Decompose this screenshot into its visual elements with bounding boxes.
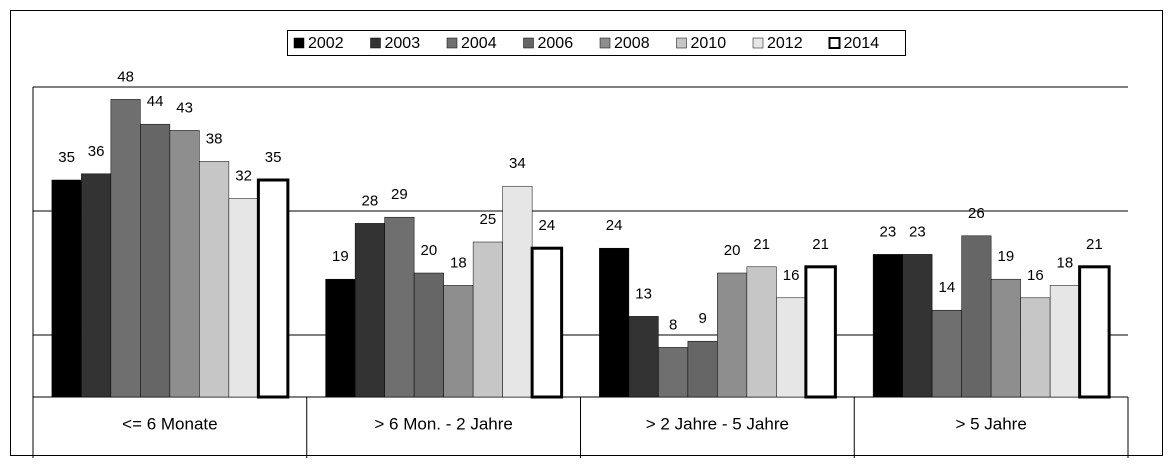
- bar: [256, 178, 290, 399]
- legend-box: [287, 30, 906, 56]
- data-label: 36: [88, 143, 105, 160]
- data-label: 21: [812, 236, 829, 253]
- data-label: 26: [968, 205, 985, 222]
- legend-swatch: [828, 37, 841, 49]
- bar: [502, 185, 533, 398]
- bar: [530, 246, 564, 399]
- data-label: 16: [1027, 267, 1044, 284]
- data-label: 20: [724, 242, 741, 259]
- legend-label: 2003: [385, 35, 421, 52]
- data-label: 44: [147, 93, 164, 110]
- legend-label: 2006: [538, 35, 574, 52]
- data-label: 16: [783, 267, 800, 284]
- data-label: 18: [450, 254, 467, 271]
- bar: [804, 265, 837, 399]
- data-label: 28: [362, 192, 379, 209]
- x-tick-label: > 5 Jahre: [955, 414, 1026, 433]
- data-label: 29: [391, 186, 408, 203]
- data-label: 24: [539, 217, 556, 234]
- legend-label: 2002: [308, 35, 344, 52]
- legend-swatch: [370, 37, 381, 49]
- data-label: 20: [421, 242, 438, 259]
- legend-swatch: [599, 37, 611, 49]
- bar: [1020, 297, 1051, 398]
- data-label: 14: [939, 279, 956, 296]
- data-label: 43: [176, 99, 193, 116]
- bar: [746, 266, 777, 398]
- x-tick-label: > 6 Mon. - 2 Jahre: [374, 414, 512, 433]
- bar: [443, 285, 474, 398]
- legend-label: 2012: [767, 35, 803, 52]
- legend-swatch: [523, 37, 534, 49]
- bar: [1049, 285, 1080, 398]
- data-label: 23: [880, 223, 897, 240]
- bar: [599, 247, 630, 398]
- bar: [658, 347, 689, 398]
- data-label: 23: [909, 223, 926, 240]
- bar: [51, 179, 82, 398]
- data-label: 32: [235, 168, 252, 185]
- data-label: 35: [265, 149, 282, 166]
- data-label: 35: [58, 149, 75, 166]
- data-label: 21: [753, 236, 770, 253]
- bar: [169, 130, 200, 398]
- bar: [872, 254, 903, 398]
- data-label: 19: [332, 248, 349, 265]
- legend-swatch: [293, 37, 305, 49]
- bar: [354, 223, 385, 398]
- legend-swatch: [446, 37, 458, 49]
- data-label: 18: [1057, 254, 1074, 271]
- data-label: 21: [1086, 236, 1103, 253]
- data-label: 34: [509, 155, 526, 172]
- bar: [140, 123, 171, 398]
- legend-label: 2010: [691, 35, 727, 52]
- bar: [687, 340, 718, 398]
- data-label: 48: [117, 68, 134, 85]
- bar: [776, 297, 807, 398]
- bar: [228, 198, 259, 398]
- legend-label: 2004: [461, 35, 497, 52]
- legend-label: 2014: [844, 35, 880, 52]
- legend-swatch: [676, 37, 687, 49]
- data-label: 9: [698, 310, 706, 327]
- bar: [199, 161, 230, 398]
- data-label: 8: [669, 316, 677, 333]
- data-label: 24: [606, 217, 623, 234]
- legend-label: 2008: [614, 35, 650, 52]
- data-label: 25: [480, 211, 497, 228]
- bar: [717, 272, 748, 398]
- bar: [325, 278, 356, 398]
- x-tick-label: <= 6 Monate: [122, 414, 217, 433]
- bar: [110, 99, 141, 398]
- data-label: 38: [206, 130, 223, 147]
- bar: [902, 254, 933, 398]
- data-label: 19: [998, 248, 1015, 265]
- x-tick-label: > 2 Jahre - 5 Jahre: [646, 414, 789, 433]
- bar: [472, 241, 503, 398]
- bar: [81, 173, 112, 398]
- bar: [413, 272, 444, 398]
- bar: [628, 316, 659, 398]
- legend: 2002 2003 2004 2006 2008 2010 2012 2014: [287, 30, 906, 56]
- bar: [1078, 265, 1111, 399]
- bar: [961, 235, 992, 398]
- bar: [931, 309, 962, 398]
- bar: [990, 278, 1021, 398]
- legend-swatch: [752, 37, 764, 49]
- bar: [384, 216, 415, 398]
- data-label: 13: [635, 285, 652, 302]
